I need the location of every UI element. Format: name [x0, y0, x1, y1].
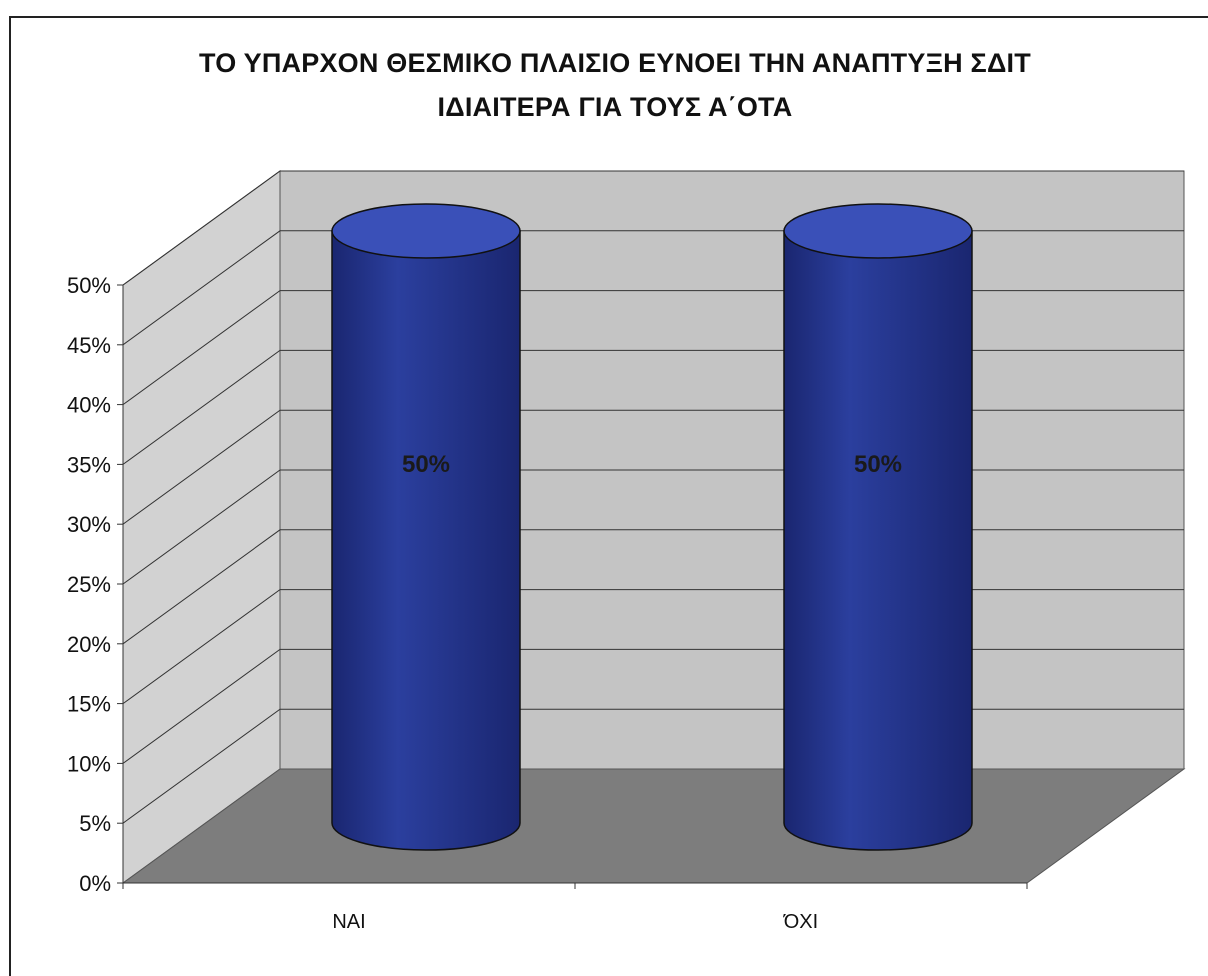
y-tick-label: 30%: [67, 512, 111, 537]
y-tick-label: 15%: [67, 692, 111, 717]
x-tick-label: ΌΧΙ: [783, 911, 818, 933]
y-tick-label: 10%: [67, 751, 111, 776]
chart-title-line1: ΤΟ ΥΠΑΡΧΟΝ ΘΕΣΜΙΚΟ ΠΛΑΙΣΙΟ ΕΥΝΟΕΙ ΤΗΝ ΑΝ…: [199, 48, 1031, 78]
bar-cylinder: [783, 230, 973, 851]
y-tick-label: 5%: [79, 811, 111, 836]
y-tick-label: 35%: [67, 452, 111, 477]
chart-plot-area: 0% 5% 10% 15% 20% 25% 30% 35% 40% 45% 50% 50% ΝΑΙ 50%…: [67, 170, 1186, 933]
x-tick-label: ΝΑΙ: [332, 911, 365, 933]
y-tick-label: 25%: [67, 572, 111, 597]
chart-title-line2: ΙΔΙΑΙΤΕΡΑ ΓΙΑ ΤΟΥΣ Α΄ΟΤΑ: [437, 92, 793, 122]
y-tick-label: 20%: [67, 632, 111, 657]
bar-cylinder-top: [331, 203, 521, 259]
data-label: 50%: [854, 451, 902, 478]
y-tick-label: 50%: [67, 273, 111, 298]
bar-cylinder-top: [783, 203, 973, 259]
gridline: [122, 170, 1184, 286]
floor: [121, 768, 1186, 884]
bar-cylinder: [331, 230, 521, 851]
y-tick-label: 0%: [79, 871, 111, 896]
y-tick-label: 40%: [67, 393, 111, 418]
chart-frame: [9, 16, 1208, 976]
y-tick-label: 45%: [67, 333, 111, 358]
data-label: 50%: [402, 451, 450, 478]
